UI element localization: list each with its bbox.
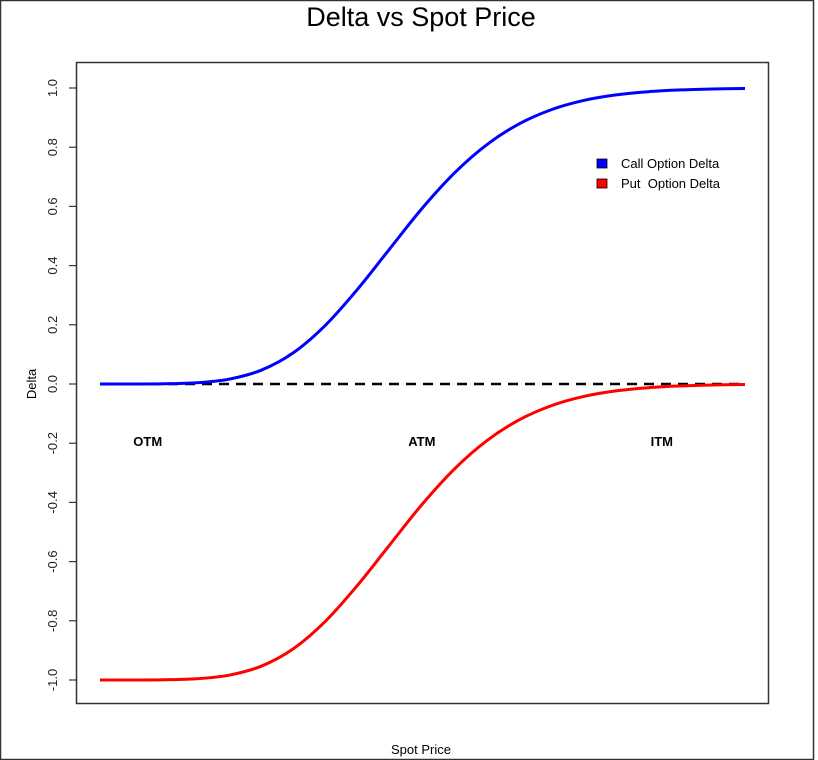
- plot-area: [75, 61, 770, 705]
- y-tick-label: 0.4: [45, 257, 60, 275]
- legend: Call Option Delta Put Option Delta: [596, 156, 721, 191]
- y-tick-label: 1.0: [45, 79, 60, 97]
- annotation-atm: ATM: [408, 434, 435, 449]
- chart-title: Delta vs Spot Price: [306, 2, 536, 32]
- y-tick-label: 0.6: [45, 197, 60, 215]
- y-tick-label: -0.8: [45, 610, 60, 632]
- y-tick-label: 0.8: [45, 138, 60, 156]
- y-tick-label: 0.2: [45, 316, 60, 334]
- legend-swatch-call: [596, 158, 608, 169]
- y-axis: 1.0 0.8 0.6 0.4 0.2 0.0 -0.2 -0.4 -0.6 -0.8 -1.0: [45, 79, 76, 691]
- series-group: [99, 86, 746, 682]
- y-tick-label: 0.0: [45, 375, 60, 393]
- call-delta-line: [99, 86, 746, 386]
- y-axis-label: Delta: [24, 368, 39, 399]
- legend-label-call: Call Option Delta: [621, 156, 720, 171]
- annotation-itm: ITM: [651, 434, 673, 449]
- legend-swatch-put: [596, 178, 608, 189]
- y-tick-label: -0.4: [45, 491, 60, 513]
- annotations: OTM ATM ITM: [133, 434, 673, 449]
- x-axis-label: Spot Price: [391, 742, 451, 757]
- y-tick-label: -1.0: [45, 669, 60, 691]
- put-delta-line: [99, 382, 746, 682]
- legend-label-put: Put Option Delta: [621, 176, 721, 191]
- y-tick-label: -0.6: [45, 550, 60, 572]
- y-tick-label: -0.2: [45, 432, 60, 454]
- annotation-otm: OTM: [133, 434, 162, 449]
